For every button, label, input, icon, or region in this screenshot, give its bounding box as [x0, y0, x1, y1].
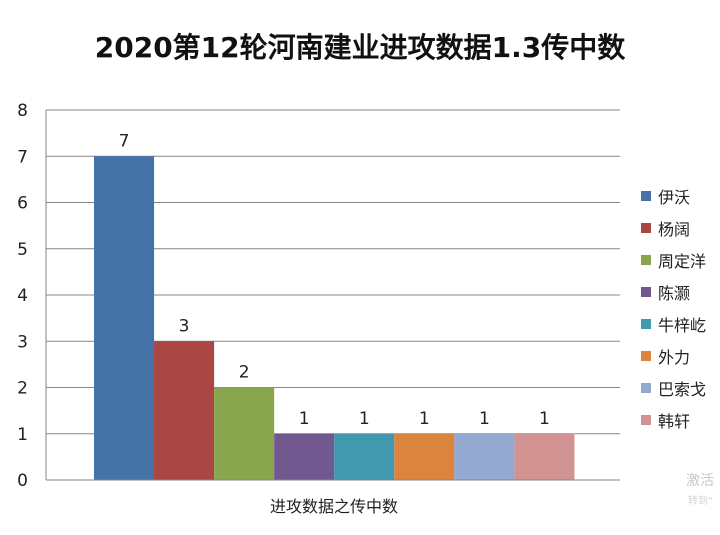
legend-label: 外力 [658, 348, 691, 367]
legend-item: 周定洋 [641, 244, 706, 276]
legend-swatch [641, 351, 651, 361]
legend-item: 巴索戈 [641, 372, 706, 404]
bar-8 [514, 433, 575, 480]
legend-swatch [641, 319, 651, 329]
bar-6 [394, 433, 455, 480]
legend-item: 韩轩 [641, 404, 706, 436]
data-label: 7 [119, 131, 130, 151]
legend-swatch [641, 415, 651, 425]
legend-swatch [641, 255, 651, 265]
y-tick-label: 4 [17, 286, 28, 306]
y-tick-label: 7 [17, 147, 28, 167]
legend-label: 杨阔 [658, 220, 691, 239]
legend-item: 伊沃 [641, 180, 706, 212]
legend-label: 韩轩 [658, 412, 691, 431]
y-tick-label: 3 [17, 332, 28, 352]
data-label: 2 [239, 363, 250, 383]
y-tick-label: 0 [17, 471, 28, 491]
legend-item: 陈灏 [641, 276, 706, 308]
chart-title: 2020第12轮河南建业进攻数据1.3传中数 [94, 31, 626, 64]
y-tick-label: 8 [17, 101, 28, 121]
watermark-subtext: 转到“ [688, 496, 714, 507]
legend-item: 外力 [641, 340, 706, 372]
legend-swatch [641, 383, 651, 393]
y-axis-ticks: 0 1 2 3 4 5 6 7 8 [17, 101, 28, 491]
y-tick-label: 5 [17, 240, 28, 260]
y-tick-label: 1 [17, 425, 28, 445]
legend-label: 牛梓屹 [658, 316, 707, 335]
legend-label: 伊沃 [658, 188, 691, 207]
legend-label: 巴索戈 [658, 380, 707, 399]
x-axis-label: 进攻数据之传中数 [270, 497, 398, 516]
legend-item: 杨阔 [641, 212, 706, 244]
data-label: 1 [359, 409, 370, 429]
bar-5 [334, 433, 395, 480]
y-tick-label: 2 [17, 379, 28, 399]
legend-swatch [641, 191, 651, 201]
legend-item: 牛梓屹 [641, 308, 706, 340]
bar-1 [94, 156, 155, 480]
data-label: 1 [419, 409, 430, 429]
bars [94, 156, 575, 480]
data-label: 3 [179, 316, 190, 336]
data-label: 1 [479, 409, 490, 429]
bar-2 [154, 341, 215, 480]
data-label: 1 [539, 409, 550, 429]
legend-label: 周定洋 [658, 252, 707, 271]
y-tick-label: 6 [17, 194, 28, 214]
watermark-text: 激活 [686, 473, 714, 489]
legend-swatch [641, 287, 651, 297]
data-labels: 7 3 2 1 1 1 1 1 [119, 131, 550, 429]
legend-label: 陈灏 [658, 284, 691, 303]
bar-4 [274, 433, 335, 480]
legend: 伊沃杨阔周定洋陈灏牛梓屹外力巴索戈韩轩 [641, 180, 706, 436]
bar-7 [454, 433, 515, 480]
bar-3 [214, 387, 275, 480]
legend-swatch [641, 223, 651, 233]
data-label: 1 [299, 409, 310, 429]
